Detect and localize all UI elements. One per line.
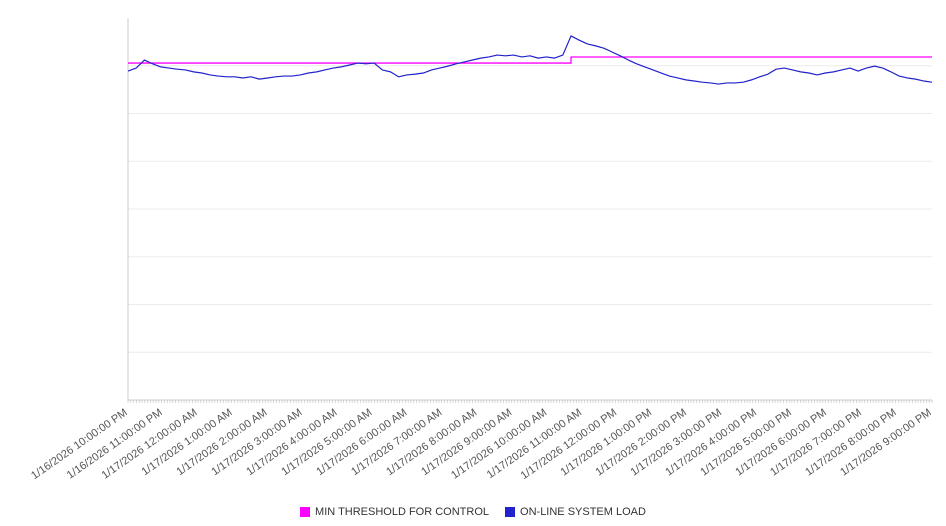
chart-legend: MIN THRESHOLD FOR CONTROL ON-LINE SYSTEM… [0, 506, 946, 518]
min-threshold-line [128, 56, 932, 64]
legend-item-system-load[interactable]: ON-LINE SYSTEM LOAD [505, 506, 646, 518]
legend-item-min-threshold[interactable]: MIN THRESHOLD FOR CONTROL [300, 506, 489, 518]
min-threshold-swatch-icon [300, 507, 311, 517]
system-load-line [127, 35, 933, 85]
legend-label-system-load: ON-LINE SYSTEM LOAD [520, 506, 646, 518]
legend-label-min-threshold: MIN THRESHOLD FOR CONTROL [315, 506, 490, 518]
chart-svg: 1/16/2026 10:00:00 PM1/16/2026 11:00:00 … [29, 18, 934, 482]
system-load-swatch-icon [505, 507, 516, 517]
